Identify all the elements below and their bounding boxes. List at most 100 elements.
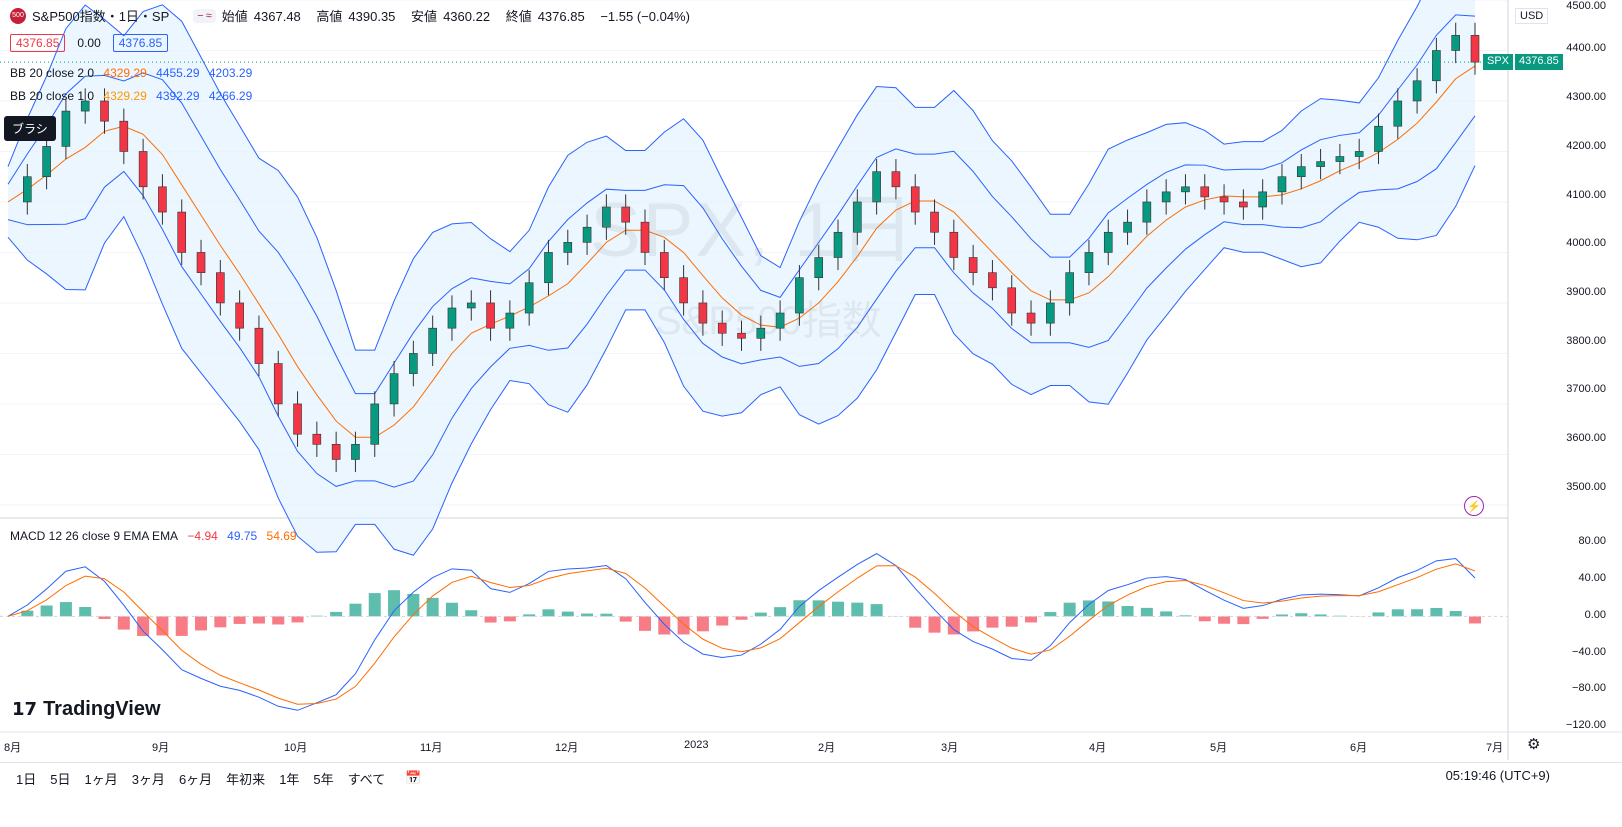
- drawing-tool-tooltip: ブラシ: [4, 116, 56, 141]
- currency-selector[interactable]: USD: [1515, 8, 1549, 24]
- macd-histogram-bar: [484, 616, 497, 623]
- date-range-calendar-icon[interactable]: 📅: [405, 770, 422, 785]
- lightning-icon[interactable]: ⚡: [1464, 496, 1484, 516]
- macd-histogram-bar: [1218, 616, 1231, 624]
- macd-histogram-bar: [1140, 607, 1153, 617]
- candle-body: [235, 302, 244, 329]
- candle-body: [196, 252, 206, 273]
- candle-body: [23, 176, 32, 203]
- macd-histogram-bar: [851, 602, 864, 617]
- timeframe-5d[interactable]: 5日: [50, 771, 71, 787]
- candle-body: [717, 322, 727, 334]
- macd-legend[interactable]: MACD 12 26 close 9 EMA EMA −4.94 49.75 5…: [10, 529, 297, 543]
- macd-histogram-bar: [465, 610, 478, 617]
- candle-body: [1181, 186, 1190, 193]
- candle-body: [602, 206, 611, 228]
- candle-body: [544, 252, 553, 284]
- macd-histogram-bar: [542, 609, 555, 617]
- clock[interactable]: 05:19:46 (UTC+9): [1445, 768, 1550, 783]
- candle-body: [853, 201, 862, 233]
- timeframe-1m[interactable]: 1ヶ月: [84, 771, 118, 787]
- price-tick: 4000.00: [1566, 237, 1606, 249]
- bb-lower-1: [7, 115, 1476, 488]
- tradingview-logo[interactable]: 𝟭𝟳 TradingView: [12, 698, 161, 720]
- macd-histogram-bar: [638, 616, 651, 631]
- macd-histogram-bar: [503, 616, 516, 622]
- macd-histogram-bar: [156, 616, 169, 636]
- macd-histogram-bar: [310, 615, 323, 617]
- macd-histogram-bar: [870, 604, 883, 617]
- macd-tick: −120.00: [1565, 719, 1606, 731]
- macd-histogram-bar: [619, 616, 632, 622]
- last-price-tag: SPX 4376.85: [1483, 54, 1563, 70]
- bb-basis: [7, 65, 1476, 438]
- macd-histogram-bar: [1198, 616, 1211, 622]
- macd-histogram-bar: [1160, 611, 1173, 617]
- candle-body: [1296, 166, 1306, 178]
- macd-histogram-bar: [774, 607, 787, 617]
- macd-histogram-bar: [1237, 616, 1250, 625]
- macd-histogram-bar: [716, 616, 729, 626]
- macd-histogram-bar: [426, 597, 439, 617]
- candle-body: [1007, 287, 1017, 314]
- macd-histogram-bar: [1314, 614, 1327, 617]
- bb1-legend[interactable]: BB 20 close 1 0 4329.29 4392.29 4266.29: [10, 89, 253, 103]
- candle-body: [814, 257, 824, 278]
- timeframe-6m[interactable]: 6ヶ月: [178, 771, 213, 787]
- timeframe-all[interactable]: すべて: [347, 771, 386, 787]
- candle-body: [1219, 196, 1229, 203]
- candle-body: [891, 171, 901, 188]
- macd-histogram-bar: [677, 616, 690, 635]
- tv-icon: 𝟭𝟳: [12, 699, 38, 719]
- candle-body: [640, 221, 650, 253]
- chart-canvas[interactable]: [0, 0, 1622, 760]
- price-tick: 3700.00: [1566, 383, 1606, 395]
- candle-body: [1354, 151, 1364, 157]
- candle-body: [389, 373, 399, 405]
- macd-histogram-bar: [137, 616, 150, 636]
- candle-body: [833, 231, 843, 258]
- close-label: 終値 4376.85: [505, 9, 585, 24]
- candle-body: [621, 206, 630, 223]
- candle-body: [988, 272, 997, 289]
- candle-body: [428, 327, 437, 354]
- macd-histogram-bar: [272, 616, 285, 625]
- timeframe-ytd[interactable]: 年初来: [226, 771, 266, 787]
- bb2-legend[interactable]: BB 20 close 2 0 4329.29 4455.29 4203.29: [10, 66, 253, 80]
- sell-button[interactable]: 4376.85: [10, 34, 66, 52]
- buy-button[interactable]: 4376.85: [112, 34, 169, 52]
- high-label: 高値 4390.35: [316, 9, 396, 24]
- macd-histogram-bar: [1025, 616, 1038, 623]
- symbol-title[interactable]: S&P500指数・1日・SP: [32, 9, 170, 24]
- macd-tick: −40.00: [1572, 646, 1606, 658]
- macd-histogram-bar: [40, 605, 53, 617]
- candle-body: [331, 444, 341, 460]
- macd-histogram-bar: [1449, 611, 1462, 617]
- macd-tick: 40.00: [1578, 572, 1606, 584]
- macd-histogram-bar: [21, 610, 34, 617]
- candle-body: [486, 302, 495, 329]
- symbol-legend: 500 S&P500指数・1日・SP − ≈ 始値 4367.48 高値 4390.3…: [10, 6, 702, 25]
- timeframe-1y[interactable]: 1年: [279, 771, 300, 787]
- compare-toggle[interactable]: − ≈: [193, 8, 216, 23]
- candle-body: [1412, 80, 1422, 102]
- timeframe-5y[interactable]: 5年: [313, 771, 334, 787]
- timeframe-3m[interactable]: 3ヶ月: [131, 771, 165, 787]
- timeframe-1d[interactable]: 1日: [16, 771, 37, 787]
- macd-histogram-bar: [1082, 600, 1095, 617]
- candle-body: [1046, 302, 1055, 324]
- macd-histogram-bar: [349, 603, 362, 617]
- macd-tick: 80.00: [1578, 535, 1606, 547]
- settings-gear-icon[interactable]: ⚙: [1527, 736, 1541, 753]
- candle-body: [177, 211, 187, 253]
- macd-tick: −80.00: [1572, 682, 1606, 694]
- candle-body: [679, 277, 688, 304]
- macd-histogram-bar: [696, 616, 709, 632]
- candle-body: [563, 242, 573, 253]
- watermark-name: S&P500指数: [655, 299, 882, 343]
- watermark-ticker: SPX, 1日: [590, 188, 917, 273]
- timeframe-bar: 1日 5日 1ヶ月 3ヶ月 6ヶ月 年初来 1年 5年 すべて 📅: [0, 762, 1622, 793]
- time-tick: 2023: [684, 739, 709, 751]
- ohlc-values: 始値 4367.48 高値 4390.35 安値 4360.22 終値 4376.85 …: [222, 6, 696, 25]
- price-tick: 3900.00: [1566, 286, 1606, 298]
